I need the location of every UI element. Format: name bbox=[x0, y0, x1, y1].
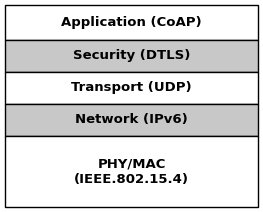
Bar bbox=[5, 136, 258, 207]
Text: Application (CoAP): Application (CoAP) bbox=[61, 16, 202, 29]
Text: Security (DTLS): Security (DTLS) bbox=[73, 49, 190, 63]
Bar bbox=[5, 40, 258, 72]
Bar bbox=[5, 5, 258, 40]
Text: Network (IPv6): Network (IPv6) bbox=[75, 113, 188, 127]
Bar bbox=[5, 72, 258, 104]
Bar bbox=[5, 104, 258, 136]
Text: Transport (UDP): Transport (UDP) bbox=[71, 81, 192, 95]
Text: PHY/MAC
(IEEE.802.15.4): PHY/MAC (IEEE.802.15.4) bbox=[74, 157, 189, 186]
